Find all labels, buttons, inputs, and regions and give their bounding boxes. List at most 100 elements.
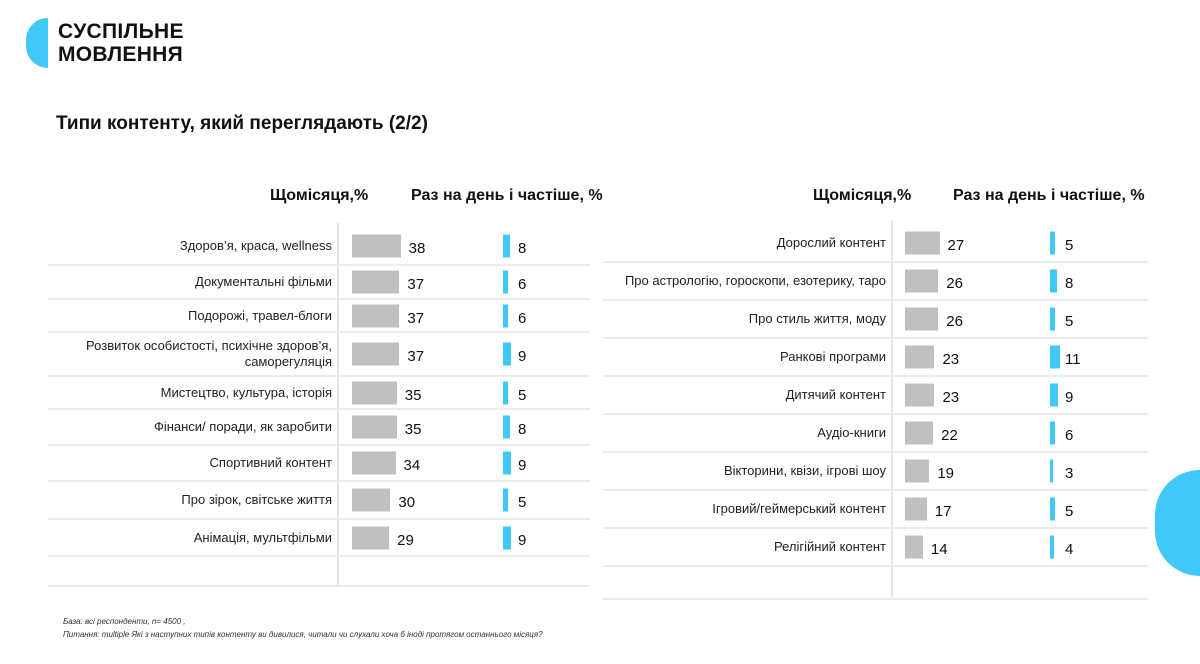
monthly-value: 37 [407,309,425,327]
monthly-bar [352,234,401,258]
table-bottom-line [603,598,1148,600]
chart-left: Здоров’я, краса, wellness 38 8 Документальн… [48,223,590,587]
category-label: Аудіо-книги [817,425,886,440]
monthly-value: 30 [398,494,416,512]
brand-line1: СУСПІЛЬНЕ [58,20,184,43]
daily-value: 9 [518,348,527,366]
daily-bar [1050,459,1053,483]
monthly-bar [352,381,397,404]
table-row: Дитячий контент 23 9 [603,377,1148,415]
table-row: Аудіо-книги 22 6 [603,415,1148,453]
axis-line [337,223,339,585]
daily-bar [503,270,509,294]
header-daily-left: Раз на день і частіше, % [411,187,603,204]
monthly-bar [905,421,934,445]
monthly-value: 19 [937,465,954,483]
chart-right: Дорослий контент 27 5 Про астрологію, горос… [603,220,1148,600]
daily-bar [1050,535,1054,559]
table-row: Про стиль життя, моду 26 5 [603,301,1148,339]
daily-value: 6 [518,309,527,327]
table-row: Здоров’я, краса, wellness 38 8 [48,228,590,266]
daily-value: 9 [518,531,527,549]
table-row: Анімація, мультфільми 29 9 [48,520,590,557]
category-label: Мистецтво, культура, історія [160,384,332,400]
monthly-value: 27 [947,237,965,255]
daily-bar [503,488,508,512]
category-label: Ігровий/геймерський контент [712,501,886,516]
table-row: Подорожі, травел-блоги 37 6 [48,300,590,333]
daily-value: 4 [1065,541,1074,559]
monthly-value: 38 [408,240,426,258]
monthly-value: 37 [407,348,425,366]
monthly-bar [905,307,939,331]
daily-value: 6 [518,276,527,294]
monthly-value: 29 [397,531,414,549]
daily-value: 8 [518,421,527,439]
daily-value: 5 [1065,313,1074,331]
daily-bar [503,415,511,439]
monthly-bar [352,526,390,549]
monthly-bar [352,415,397,439]
axis-line [891,220,893,598]
daily-value: 5 [518,386,527,404]
category-label: Ранкові програми [779,349,886,364]
category-label: Вікторини, квізи, ігрові шоу [723,463,886,478]
daily-value: 8 [518,240,527,258]
daily-bar [503,381,508,404]
monthly-bar [905,535,923,559]
category-label: Фінанси/ поради, як заробити [153,419,332,434]
category-label: Подорожі, травел-блоги [188,307,332,323]
monthly-bar [905,345,935,369]
monthly-bar [352,342,400,366]
monthly-bar [352,451,396,475]
logo-icon [26,18,48,68]
monthly-value: 26 [946,313,963,331]
monthly-bar [905,231,940,255]
table-row: Про зірок, світське життя 30 5 [48,482,590,520]
daily-value: 5 [1065,503,1074,521]
daily-value: 3 [1065,465,1074,483]
table-row: Фінанси/ поради, як заробити 35 8 [48,410,590,446]
table-row: Дорослий контент 27 5 [603,225,1148,263]
category-label: Релігійний контент [774,539,886,554]
table-row: Розвиток особистості, психічне здоров’я,… [48,333,590,377]
monthly-value: 23 [942,389,960,407]
table-bottom-line [48,585,590,587]
table-row: Вікторини, квізи, ігрові шоу 19 3 [603,453,1148,491]
daily-bar [1050,383,1059,407]
daily-bar [1050,231,1055,255]
footnote-question: Питання: multiple Які з наступних типів … [63,630,543,639]
table-row: Ранкові програми 23 11 [603,339,1148,377]
category-label: Про стиль життя, моду [748,311,886,326]
daily-bar [503,526,512,549]
category-label: Документальні фільми [195,274,332,289]
monthly-bar [905,383,935,407]
daily-bar [503,451,512,475]
monthly-bar [352,488,391,512]
daily-bar [1050,421,1056,445]
monthly-value: 23 [942,351,960,369]
brand-line2: МОВЛЕННЯ [58,43,184,66]
monthly-bar [352,304,400,327]
category-label: Анімація, мультфільми [193,529,332,545]
category-label: Спортивний контент [209,455,332,470]
category-label: Здоров’я, краса, wellness [179,238,332,253]
daily-bar [1050,269,1058,293]
category-label: Дорослий контент [776,235,886,250]
monthly-bar [905,269,939,293]
category-label: Про астрологію, гороскопи, езотерику, та… [624,273,886,288]
table-row: Документальні фільми 37 6 [48,266,590,300]
monthly-value: 35 [404,421,422,439]
page-title: Типи контенту, який переглядають (2/2) [56,113,428,134]
brand-logo: СУСПІЛЬНЕ МОВЛЕННЯ [58,20,184,66]
table-row: Ігровий/геймерський контент 17 5 [603,491,1148,529]
monthly-value: 37 [407,276,425,294]
daily-bar [1050,307,1055,331]
category-label: Про зірок, світське життя [181,492,332,507]
header-daily-right: Раз на день і частіше, % [953,187,1145,204]
daily-bar [1050,345,1060,369]
daily-bar [503,342,512,366]
daily-bar [503,304,509,327]
daily-value: 8 [1065,275,1074,293]
monthly-value: 34 [403,457,421,475]
